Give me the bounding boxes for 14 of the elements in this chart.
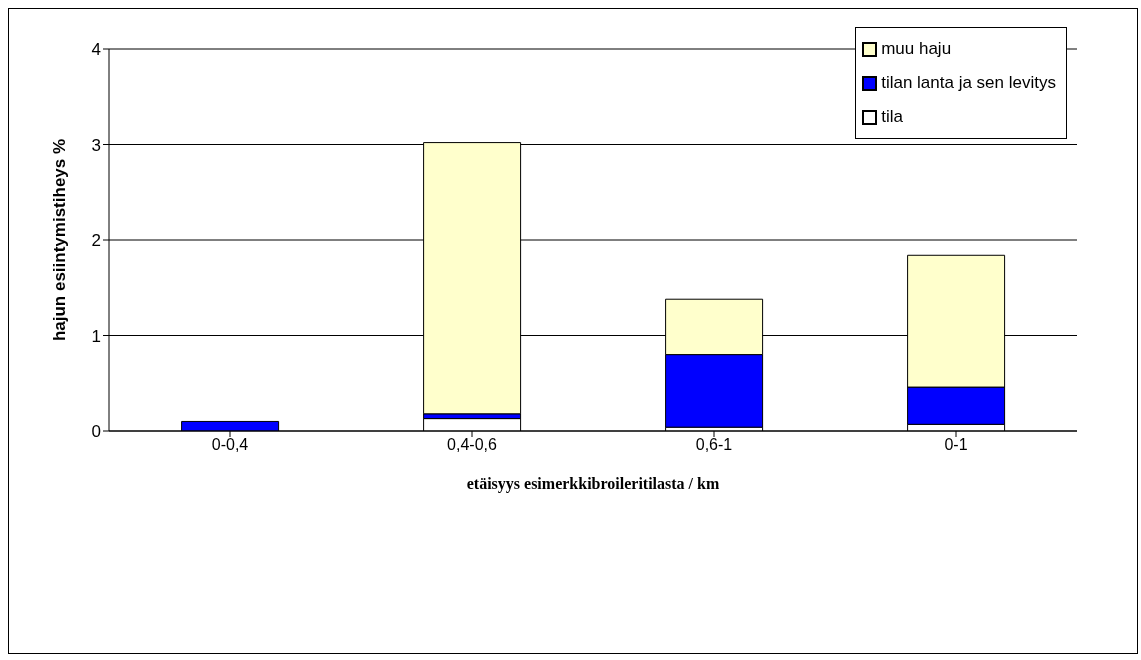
legend-label: tilan lanta ja sen levitys	[881, 73, 1056, 93]
legend-label: muu haju	[881, 39, 952, 59]
x-tick-label: 0,6-1	[695, 436, 733, 454]
legend-label: tila	[881, 107, 903, 127]
x-tick-label: 0-0,4	[211, 436, 249, 454]
y-tick-label: 1	[91, 326, 101, 346]
y-tick-label: 0	[91, 422, 101, 442]
x-tick-label: 0-1	[944, 436, 968, 454]
x-tick-label: 0,4-0,6	[447, 436, 498, 454]
y-tick-label: 3	[91, 135, 101, 155]
y-axis-title: hajun esiintymistiheys %	[50, 138, 70, 342]
y-tick-label: 2	[91, 231, 101, 251]
y-tick-label: 4	[91, 40, 101, 60]
x-axis-title: etäisyys esimerkkibroileritilasta / km	[466, 475, 720, 493]
